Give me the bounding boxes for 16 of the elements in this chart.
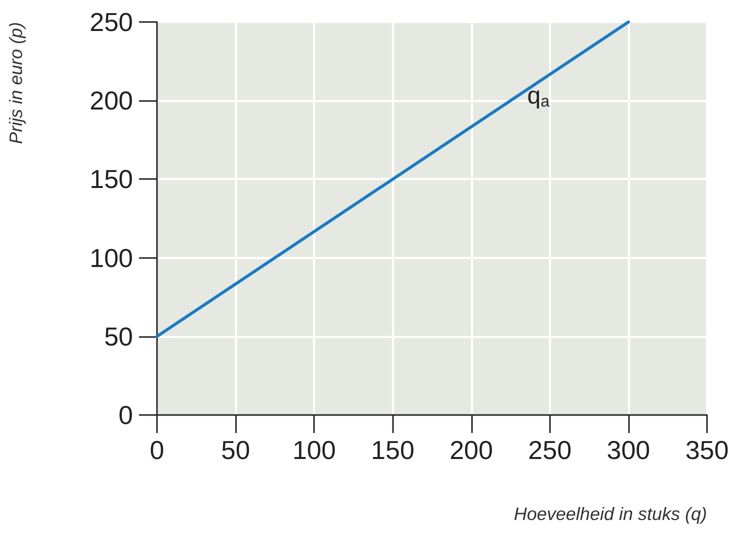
- y-tick-label: 200: [90, 86, 133, 116]
- y-tick-label: 50: [104, 321, 133, 352]
- x-tick-label: 150: [371, 435, 414, 465]
- y-tick-label: 0: [118, 400, 133, 430]
- y-tick-label: 100: [90, 242, 133, 273]
- x-tick-label: 300: [606, 435, 650, 465]
- x-axis-title: Hoeveelheid in stuks (q): [514, 504, 707, 524]
- x-tick-label: 0: [150, 435, 164, 465]
- x-tick-label: 100: [292, 435, 336, 465]
- x-tick-label: 200: [450, 435, 493, 465]
- x-tick-label: 50: [221, 435, 250, 465]
- x-tick-label: 350: [685, 435, 729, 465]
- y-axis-title: Prijs in euro (p): [6, 22, 26, 144]
- y-tick-label: 150: [90, 164, 133, 194]
- x-tick-label: 250: [528, 435, 572, 465]
- y-tick-label: 250: [90, 7, 133, 37]
